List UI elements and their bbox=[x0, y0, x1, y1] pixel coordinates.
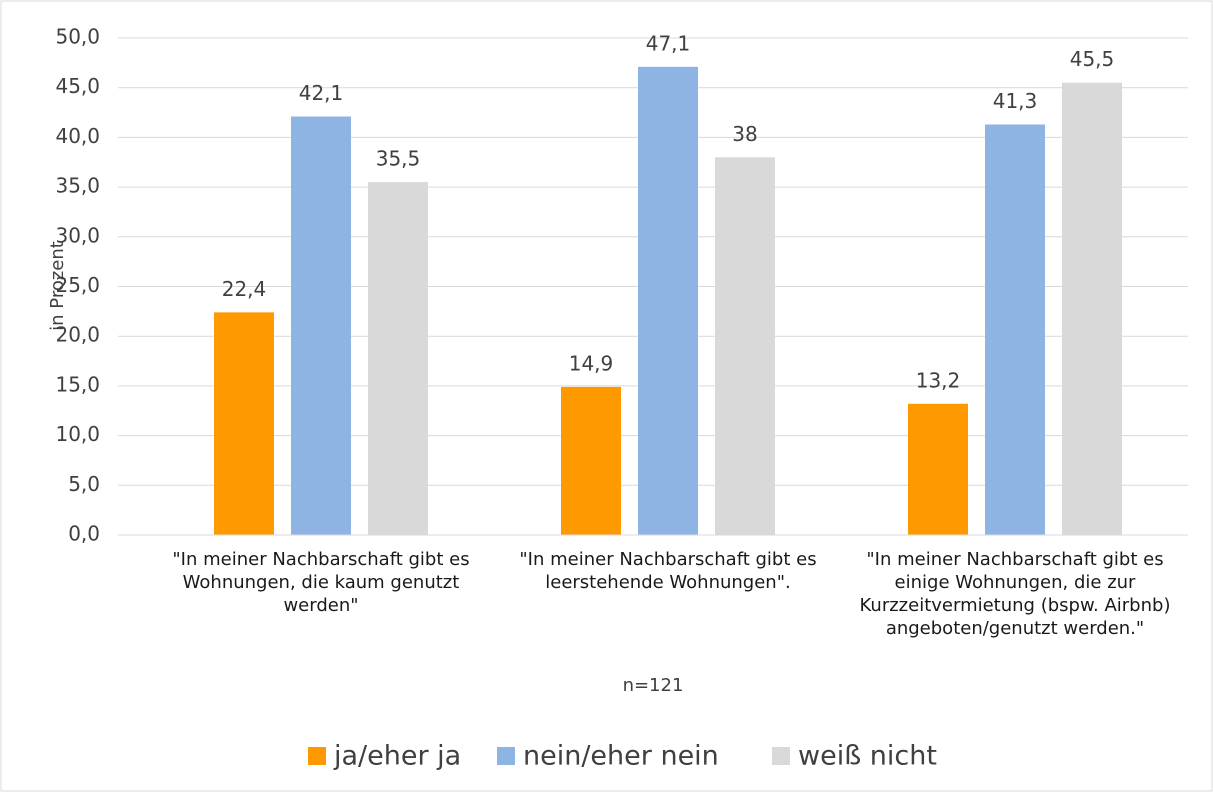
bar bbox=[214, 312, 274, 535]
bar bbox=[291, 116, 351, 535]
legend-label: weiß nicht bbox=[798, 741, 937, 772]
data-label: 38 bbox=[732, 122, 757, 146]
y-tick-label: 30,0 bbox=[55, 223, 100, 247]
legend-swatch bbox=[497, 747, 515, 765]
bar bbox=[985, 124, 1045, 535]
data-label: 35,5 bbox=[376, 147, 421, 171]
y-tick-label: 0,0 bbox=[68, 522, 100, 546]
y-tick-label: 35,0 bbox=[55, 174, 100, 198]
data-label: 45,5 bbox=[1070, 47, 1115, 71]
x-axis-label: n=121 bbox=[623, 675, 684, 696]
x-tick-label: "In meiner Nachbarschaft gibt es Wohnung… bbox=[172, 549, 470, 616]
legend-label: nein/eher nein bbox=[523, 741, 719, 772]
y-tick-label: 15,0 bbox=[55, 372, 100, 396]
y-tick-label: 25,0 bbox=[55, 273, 100, 297]
y-axis-label: in Prozent bbox=[47, 241, 68, 331]
bar bbox=[638, 66, 698, 536]
data-label: 41,3 bbox=[993, 89, 1038, 113]
bar bbox=[1062, 82, 1122, 535]
data-label: 42,1 bbox=[299, 81, 344, 105]
bar bbox=[561, 386, 621, 535]
data-label: 47,1 bbox=[646, 31, 691, 55]
data-label: 13,2 bbox=[916, 368, 961, 392]
bar bbox=[908, 403, 968, 535]
y-tick-label: 5,0 bbox=[68, 472, 100, 496]
y-tick-label: 50,0 bbox=[55, 25, 100, 49]
bar bbox=[715, 157, 775, 535]
data-label: 22,4 bbox=[222, 277, 267, 301]
legend-swatch bbox=[772, 747, 790, 765]
legend-label: ja/eher ja bbox=[333, 741, 461, 772]
y-tick-label: 40,0 bbox=[55, 124, 100, 148]
y-tick-label: 10,0 bbox=[55, 422, 100, 446]
bar bbox=[368, 182, 428, 535]
y-tick-label: 45,0 bbox=[55, 74, 100, 98]
legend-swatch bbox=[308, 747, 326, 765]
data-label: 14,9 bbox=[569, 351, 614, 375]
x-tick-label: "In meiner Nachbarschaft gibt es einige … bbox=[859, 549, 1171, 639]
y-tick-label: 20,0 bbox=[55, 323, 100, 347]
x-tick-label: "In meiner Nachbarschaft gibt es leerste… bbox=[519, 549, 817, 593]
